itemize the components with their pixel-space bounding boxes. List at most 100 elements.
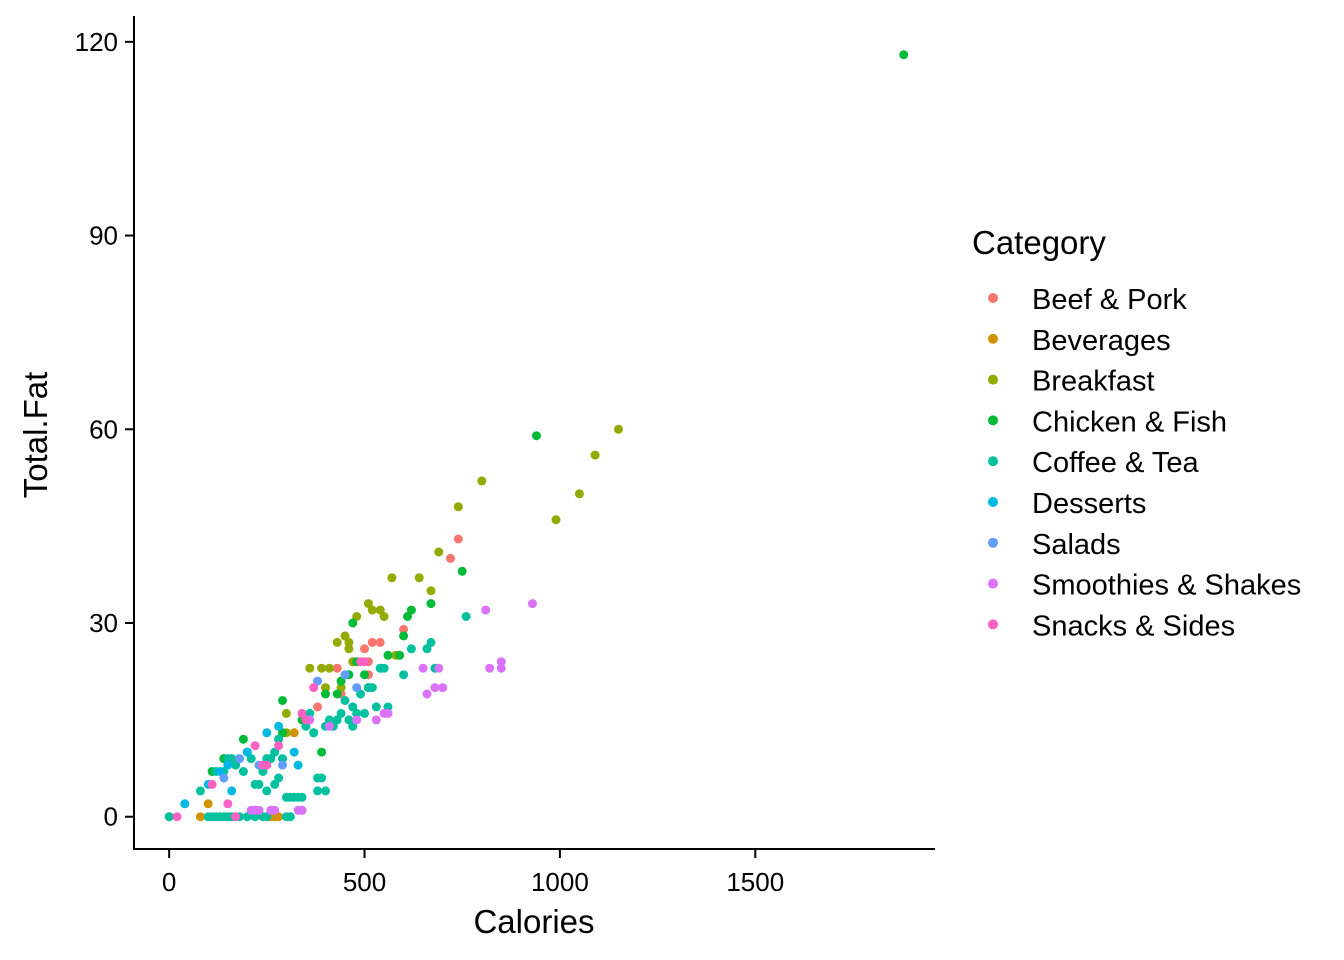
- data-point: [352, 683, 362, 693]
- data-point: [285, 812, 295, 822]
- data-point: [434, 547, 444, 557]
- data-point: [340, 631, 350, 641]
- y-tick-label: 60: [89, 414, 118, 444]
- data-point: [336, 708, 346, 718]
- data-point: [313, 786, 323, 796]
- data-point: [367, 683, 377, 693]
- data-point: [223, 799, 233, 809]
- legend-key: [988, 619, 998, 630]
- y-tick-label: 120: [75, 27, 118, 57]
- data-point: [426, 599, 436, 609]
- data-point: [321, 689, 330, 699]
- legend-key: [988, 497, 998, 507]
- data-point: [180, 799, 190, 809]
- data-point: [309, 683, 319, 693]
- data-point: [399, 631, 409, 641]
- data-point: [340, 670, 350, 680]
- data-point: [383, 650, 393, 660]
- data-point: [305, 708, 315, 718]
- data-point: [574, 489, 584, 499]
- legend-key: [988, 333, 998, 344]
- data-point: [301, 715, 311, 725]
- data-point: [485, 663, 495, 673]
- legend-label: Chicken & Fish: [1032, 406, 1227, 438]
- legend-item-beef-and-pork: Beef & Pork: [988, 284, 1187, 316]
- data-point: [297, 792, 307, 802]
- legend-key: [988, 415, 998, 426]
- data-point: [371, 702, 381, 712]
- data-point: [172, 812, 182, 822]
- data-point: [360, 657, 369, 667]
- data-point: [227, 786, 237, 796]
- data-point: [266, 754, 276, 764]
- data-point: [453, 502, 463, 512]
- data-point: [496, 657, 506, 667]
- data-point: [313, 676, 323, 686]
- legend-label: Snacks & Sides: [1032, 610, 1235, 642]
- data-point: [422, 689, 432, 699]
- data-point: [434, 663, 444, 673]
- data-point: [590, 450, 600, 460]
- data-point: [383, 702, 393, 712]
- data-point: [250, 741, 260, 751]
- data-point: [426, 586, 436, 596]
- data-point: [532, 431, 541, 441]
- data-point: [195, 812, 205, 822]
- data-point: [399, 670, 409, 680]
- y-tick-label: 0: [104, 802, 118, 832]
- points-layer: [164, 50, 909, 822]
- data-point: [309, 728, 319, 738]
- legend-key: [988, 578, 998, 589]
- series-snacks-and-sides: [172, 657, 369, 822]
- data-point: [242, 747, 252, 757]
- x-tick-label: 1000: [531, 867, 589, 897]
- data-point: [496, 663, 506, 673]
- data-point: [418, 663, 428, 673]
- data-point: [270, 805, 280, 815]
- data-point: [352, 612, 362, 621]
- legend-items: Beef & Pork Beverages Breakfast Chicken & F…: [988, 284, 1301, 642]
- data-point: [375, 637, 385, 647]
- data-point: [289, 728, 299, 738]
- data-point: [446, 553, 455, 563]
- legend-label: Breakfast: [1032, 366, 1155, 398]
- data-point: [313, 702, 323, 712]
- legend-key: [988, 293, 998, 303]
- data-point: [305, 663, 315, 673]
- x-tick-label: 500: [343, 867, 386, 897]
- x-tick-label: 0: [162, 867, 176, 897]
- data-point: [344, 637, 354, 647]
- data-point: [457, 566, 467, 576]
- data-point: [297, 805, 307, 815]
- y-axis-ticks: 0 30 60 90 120: [75, 27, 134, 832]
- legend: Category Beef & Pork Beverages Breakfast Ch…: [972, 224, 1301, 642]
- data-point: [262, 728, 272, 738]
- data-point: [899, 50, 909, 60]
- data-point: [332, 663, 342, 673]
- data-point: [461, 612, 471, 621]
- series-breakfast: [281, 424, 623, 738]
- legend-key: [988, 456, 998, 467]
- data-point: [254, 805, 264, 815]
- data-point: [293, 760, 303, 770]
- data-point: [262, 786, 272, 796]
- legend-item-desserts: Desserts: [988, 488, 1146, 520]
- data-point: [219, 773, 229, 783]
- data-point: [551, 515, 561, 525]
- legend-key: [988, 537, 998, 548]
- y-tick-label: 90: [89, 221, 118, 251]
- data-point: [317, 747, 327, 757]
- data-point: [528, 599, 537, 609]
- data-point: [238, 767, 248, 776]
- data-point: [367, 605, 377, 615]
- data-point: [422, 644, 432, 654]
- data-point: [348, 702, 358, 712]
- legend-label: Desserts: [1032, 488, 1146, 520]
- legend-item-chicken-and-fish: Chicken & Fish: [988, 406, 1227, 438]
- data-point: [332, 637, 342, 647]
- data-point: [297, 708, 307, 718]
- data-point: [340, 696, 350, 705]
- legend-label: Salads: [1032, 529, 1121, 561]
- data-point: [274, 721, 284, 731]
- y-tick-label: 30: [89, 608, 118, 638]
